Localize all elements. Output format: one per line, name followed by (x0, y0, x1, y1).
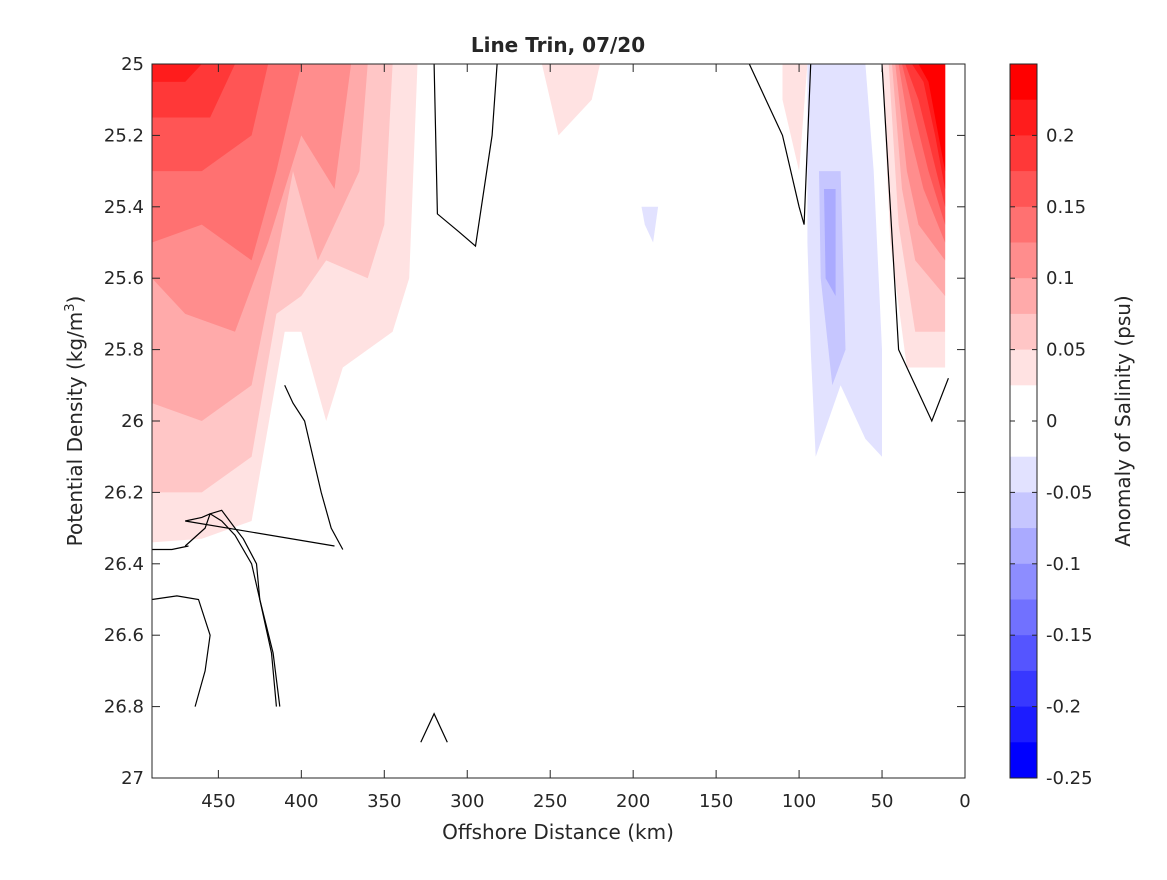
contour-line-2 (185, 513, 335, 707)
y-tick-label: 26.2 (104, 482, 144, 503)
colorbar-label: Anomaly of Salinity (psu) (1111, 295, 1135, 546)
contour-region-2 (782, 64, 808, 172)
colorbar-swatch (1010, 635, 1037, 672)
colorbar-swatch (1010, 278, 1037, 315)
colorbar-swatch (1010, 349, 1037, 386)
colorbar-tick-label: -0.2 (1046, 697, 1081, 718)
x-tick-label: 50 (871, 791, 894, 812)
contour-region-4 (458, 64, 493, 143)
contour-line-4 (184, 509, 281, 707)
colorbar-swatch (1010, 492, 1037, 529)
contour-line-6 (420, 712, 448, 743)
colorbar-swatch (1010, 313, 1037, 351)
contour-line-1 (152, 595, 211, 707)
colorbar-swatch (1010, 670, 1037, 708)
colorbar-tick-label: 0.2 (1046, 125, 1075, 146)
x-tick-label: 150 (699, 791, 733, 812)
contour-region-9 (807, 64, 882, 457)
y-axis-label-end: ) (63, 296, 87, 304)
contour-line-0 (433, 64, 498, 248)
colorbar-tick-label: 0.05 (1046, 340, 1086, 361)
colorbar-swatch (1010, 242, 1037, 279)
colorbar-swatch (1010, 456, 1037, 493)
colorbar-swatch (1010, 742, 1037, 779)
y-tick-label: 26.6 (104, 625, 144, 646)
colorbar-tick-label: -0.25 (1046, 768, 1093, 789)
y-tick-label: 25 (121, 54, 144, 75)
colorbar: 0.2 0.15 0.1 0.05 0 -0.05 -0.1 -0.15 -0.2 -0.25 (1009, 63, 1093, 789)
y-tick-label: 26 (121, 411, 144, 432)
contour-line-5 (152, 545, 189, 551)
y-axis-label: Potential Density (kg/m3) (63, 296, 87, 547)
contour-fills (152, 64, 946, 671)
contour-line-7 (284, 385, 344, 550)
y-tick-label: 26.8 (104, 697, 144, 718)
colorbar-tick-label: 0.15 (1046, 197, 1086, 218)
contour-region-6 (824, 617, 841, 671)
colorbar-swatch (1010, 206, 1037, 243)
colorbar-swatch (1010, 171, 1037, 208)
x-axis: 450 400 350 300 250 200 150 100 50 0 (201, 64, 971, 812)
colorbar-swatch (1010, 385, 1037, 422)
y-tick-label: 27 (121, 768, 144, 789)
contour-line-8 (748, 64, 812, 225)
zero-contour-lines (152, 64, 949, 743)
contour-region-23 (152, 64, 202, 82)
x-tick-label: 350 (367, 791, 401, 812)
contour-region-16 (824, 189, 836, 296)
colorbar-tick-label: -0.05 (1046, 482, 1093, 503)
colorbar-tick-label: 0.1 (1046, 268, 1075, 289)
colorbar-tick-label: 0 (1046, 411, 1057, 432)
chart-title: Line Trin, 07/20 (471, 33, 645, 57)
colorbar-tick-label: -0.1 (1046, 554, 1081, 575)
x-tick-label: 100 (782, 791, 816, 812)
y-tick-label: 25.6 (104, 268, 144, 289)
colorbar-swatch (1010, 706, 1037, 743)
contour-region-25 (918, 64, 946, 172)
x-axis-label: Offshore Distance (km) (442, 820, 674, 844)
colorbar-swatch (1010, 135, 1037, 172)
y-tick-label: 25.2 (104, 125, 144, 146)
y-tick-label: 25.4 (104, 197, 144, 218)
x-tick-label: 200 (616, 791, 650, 812)
colorbar-swatch (1010, 528, 1037, 565)
x-tick-label: 400 (284, 791, 318, 812)
x-tick-label: 300 (450, 791, 484, 812)
contour-region-1 (541, 64, 600, 136)
x-tick-label: 0 (959, 791, 970, 812)
y-axis: 25 25.2 25.4 25.6 25.8 26 26.2 26.4 26.6 26.8 27 (104, 54, 965, 789)
y-axis-label-main: Potential Density (kg/m (63, 312, 87, 547)
y-axis-label-superscript: 3 (63, 303, 78, 311)
colorbar-swatch (1010, 421, 1037, 458)
colorbar-tick-label: -0.15 (1046, 625, 1093, 646)
colorbar-swatch (1010, 599, 1037, 636)
colorbar-swatch (1010, 99, 1037, 136)
y-tick-label: 26.4 (104, 554, 144, 575)
x-tick-label: 250 (533, 791, 567, 812)
contour-line-9 (881, 64, 949, 423)
y-tick-label: 25.8 (104, 340, 144, 361)
x-tick-label: 450 (201, 791, 235, 812)
colorbar-swatch (1010, 64, 1037, 101)
colorbar-swatch (1010, 563, 1037, 600)
contour-region-10 (641, 206, 659, 243)
